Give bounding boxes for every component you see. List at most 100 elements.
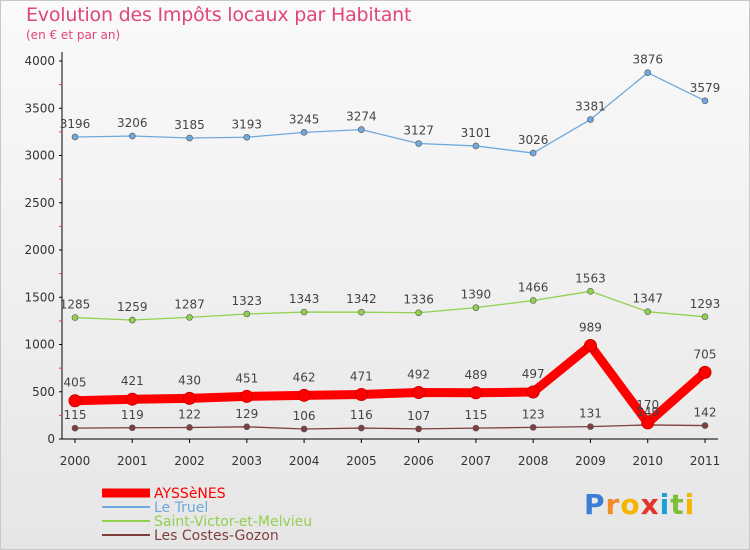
y-tick-label: 4000 <box>24 54 55 68</box>
data-label: 3206 <box>117 116 148 130</box>
data-point <box>587 287 594 295</box>
data-point <box>125 392 139 406</box>
data-label: 3579 <box>690 81 721 95</box>
x-tick-label: 2006 <box>403 454 434 468</box>
legend-entry: Le Truel <box>154 500 208 516</box>
data-point <box>300 308 308 316</box>
logo-letter: t <box>670 488 685 521</box>
data-label: 3196 <box>60 117 91 131</box>
data-point <box>415 309 422 317</box>
data-label: 1287 <box>174 297 205 311</box>
series-line-3 <box>74 424 706 430</box>
data-point <box>358 126 365 133</box>
logo-letter: o <box>620 488 641 521</box>
y-tick-label: 1000 <box>24 338 55 352</box>
data-label: 170 <box>636 398 659 412</box>
data-point <box>644 69 652 77</box>
data-label: 3026 <box>518 133 549 147</box>
data-point <box>300 425 308 433</box>
data-label: 129 <box>235 407 258 421</box>
data-point <box>240 389 254 403</box>
data-point <box>243 423 251 431</box>
data-point <box>701 313 709 321</box>
y-tick-label: 3000 <box>24 149 55 163</box>
data-label: 451 <box>235 371 258 385</box>
data-label: 497 <box>522 367 545 381</box>
data-point <box>583 339 597 353</box>
data-point <box>529 297 537 304</box>
data-point <box>415 425 422 433</box>
data-label: 1466 <box>518 280 549 294</box>
data-label: 3193 <box>232 117 263 131</box>
data-point <box>701 422 709 429</box>
data-label: 1336 <box>403 293 434 307</box>
series-line-2 <box>74 290 706 321</box>
data-label: 115 <box>64 408 87 422</box>
x-tick-label: 2005 <box>346 454 377 468</box>
data-point <box>128 316 136 324</box>
x-tick-label: 2004 <box>289 454 320 468</box>
data-label: 705 <box>694 347 717 361</box>
x-tick-label: 2000 <box>60 454 91 468</box>
data-point <box>186 134 193 142</box>
chart-subtitle: (en € et par an) <box>26 28 121 42</box>
data-point <box>526 385 540 399</box>
y-tick-label: 2500 <box>24 196 55 210</box>
data-point <box>644 308 652 316</box>
data-label: 3876 <box>632 53 663 67</box>
data-point <box>68 394 82 408</box>
data-label: 116 <box>350 408 373 422</box>
data-label: 1259 <box>117 300 148 314</box>
data-label: 107 <box>407 409 430 423</box>
data-label: 3245 <box>289 112 320 126</box>
series-line-0 <box>70 341 710 428</box>
data-label: 492 <box>407 368 430 382</box>
data-point <box>71 314 79 321</box>
data-label: 1293 <box>690 297 721 311</box>
chart-title: Evolution des Impôts locaux par Habitant <box>26 4 412 26</box>
data-label: 489 <box>464 368 487 382</box>
data-point <box>183 391 197 405</box>
data-label: 131 <box>579 407 602 421</box>
data-label: 3274 <box>346 110 377 124</box>
data-point <box>128 424 136 432</box>
logo-letter: P <box>584 488 606 521</box>
data-label: 122 <box>178 407 201 421</box>
data-point <box>297 388 311 402</box>
y-tick-label: 2000 <box>24 243 55 257</box>
data-point <box>186 424 193 431</box>
data-label: 1342 <box>346 292 377 306</box>
data-label: 1563 <box>575 271 606 285</box>
data-point <box>358 424 365 432</box>
data-label: 3185 <box>174 118 205 132</box>
data-label: 1390 <box>461 288 492 302</box>
logo-letter: r <box>605 488 621 521</box>
y-tick-label: 0 <box>47 432 55 446</box>
data-point <box>358 308 365 316</box>
logo-letter: i <box>659 488 671 521</box>
data-point <box>415 140 422 147</box>
data-label: 1343 <box>289 292 320 306</box>
data-point <box>412 386 426 400</box>
data-point <box>529 424 537 431</box>
data-point <box>243 310 251 318</box>
data-point <box>472 142 480 150</box>
data-point <box>472 424 480 432</box>
data-point <box>641 416 655 430</box>
logo-letter: x <box>640 488 660 521</box>
data-label: 1285 <box>60 298 91 312</box>
data-label: 471 <box>350 369 373 383</box>
data-label: 405 <box>64 376 87 390</box>
data-point <box>243 133 251 141</box>
x-tick-label: 2003 <box>232 454 263 468</box>
data-label: 430 <box>178 373 201 387</box>
series-line-1 <box>74 72 706 154</box>
data-point <box>529 149 537 157</box>
x-tick-label: 2010 <box>632 454 663 468</box>
data-point <box>469 386 483 400</box>
data-label: 3101 <box>461 126 492 140</box>
data-point <box>698 365 712 379</box>
data-label: 1347 <box>632 292 663 306</box>
data-point <box>71 133 79 141</box>
x-tick-label: 2008 <box>518 454 549 468</box>
